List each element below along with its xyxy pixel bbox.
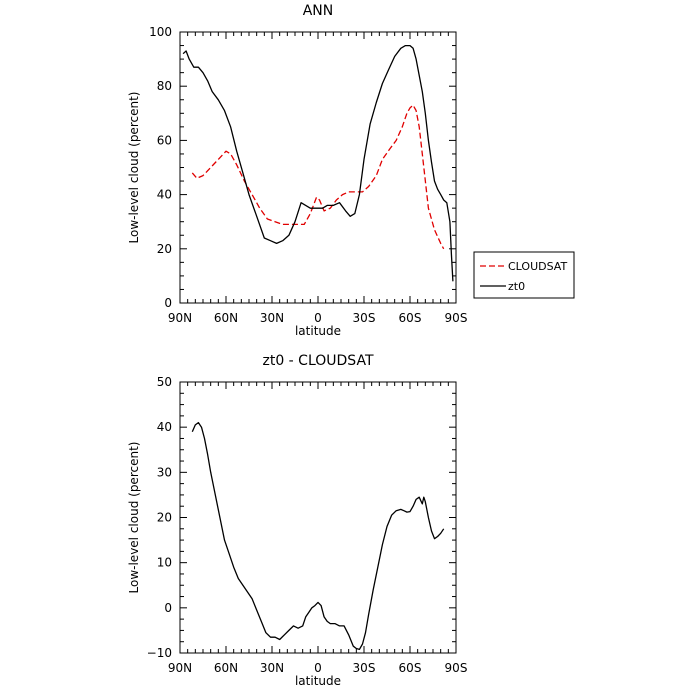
bottom-chart-x-tick-label: 90S	[445, 661, 468, 675]
top-chart-y-axis-label: Low-level cloud (percent)	[127, 92, 141, 244]
top-chart-y-tick-label: 20	[157, 242, 172, 256]
top-chart-x-axis-label: latitude	[295, 324, 341, 338]
top-chart-y-tick-label: 100	[149, 25, 172, 39]
bottom-chart-x-tick-label: 90N	[168, 661, 192, 675]
top-chart-y-tick-label: 60	[157, 133, 172, 147]
top-chart: 90N 60N 30N 0 30S 60S 90S 0 20 40 60 80 100 ANN latitu…	[127, 3, 575, 338]
bottom-chart-y-tick-label: 30	[157, 465, 172, 479]
bottom-chart-y-tick-label: 50	[157, 375, 172, 389]
bottom-chart-y-tick-label: 20	[157, 511, 172, 525]
bottom-chart-series-line-difference	[191, 421, 445, 651]
bottom-chart-title: zt0 - CLOUDSAT	[262, 353, 373, 369]
top-chart-x-tick-label: 90N	[168, 311, 192, 325]
bottom-chart-x-tick-label: 30S	[353, 661, 376, 675]
bottom-chart-x-tick-label: 30N	[260, 661, 284, 675]
top-chart-y-tick-label: 40	[157, 188, 172, 202]
bottom-chart-y-tick-label: 0	[164, 601, 172, 615]
bottom-chart: 90N 60N 30N 0 30S 60S 90S −10 0 10 20 30 40 50 zt0 - C…	[127, 353, 467, 688]
top-chart-x-tick-label: 90S	[445, 311, 468, 325]
top-chart-x-tick-label: 30S	[353, 311, 376, 325]
top-chart-frame	[179, 31, 457, 304]
top-chart-x-tick-label: 60S	[399, 311, 422, 325]
bottom-chart-x-tick-label: 60N	[214, 661, 238, 675]
legend-box	[473, 251, 575, 299]
bottom-chart-y-axis-label: Low-level cloud (percent)	[127, 442, 141, 594]
legend-label-zt0: zt0	[508, 280, 525, 293]
top-chart-series-line-cloudsat	[191, 104, 445, 250]
bottom-chart-y-tick-label: 10	[157, 556, 172, 570]
top-chart-x-tick-label: 60N	[214, 311, 238, 325]
top-chart-series-line-zt0	[182, 44, 454, 282]
top-chart-title: ANN	[303, 3, 334, 19]
legend: CLOUDSAT zt0	[473, 251, 575, 299]
legend-label-cloudsat: CLOUDSAT	[508, 260, 567, 273]
bottom-chart-x-axis-label: latitude	[295, 674, 341, 688]
top-chart-y-tick-label: 80	[157, 79, 172, 93]
bottom-chart-frame	[179, 381, 457, 654]
bottom-chart-x-tick-label: 60S	[399, 661, 422, 675]
top-chart-x-tick-label: 0	[314, 311, 322, 325]
bottom-chart-x-tick-label: 0	[314, 661, 322, 675]
bottom-chart-y-tick-label: −10	[147, 646, 172, 660]
top-chart-y-tick-label: 0	[164, 296, 172, 310]
bottom-chart-y-tick-label: 40	[157, 420, 172, 434]
top-chart-x-tick-label: 30N	[260, 311, 284, 325]
